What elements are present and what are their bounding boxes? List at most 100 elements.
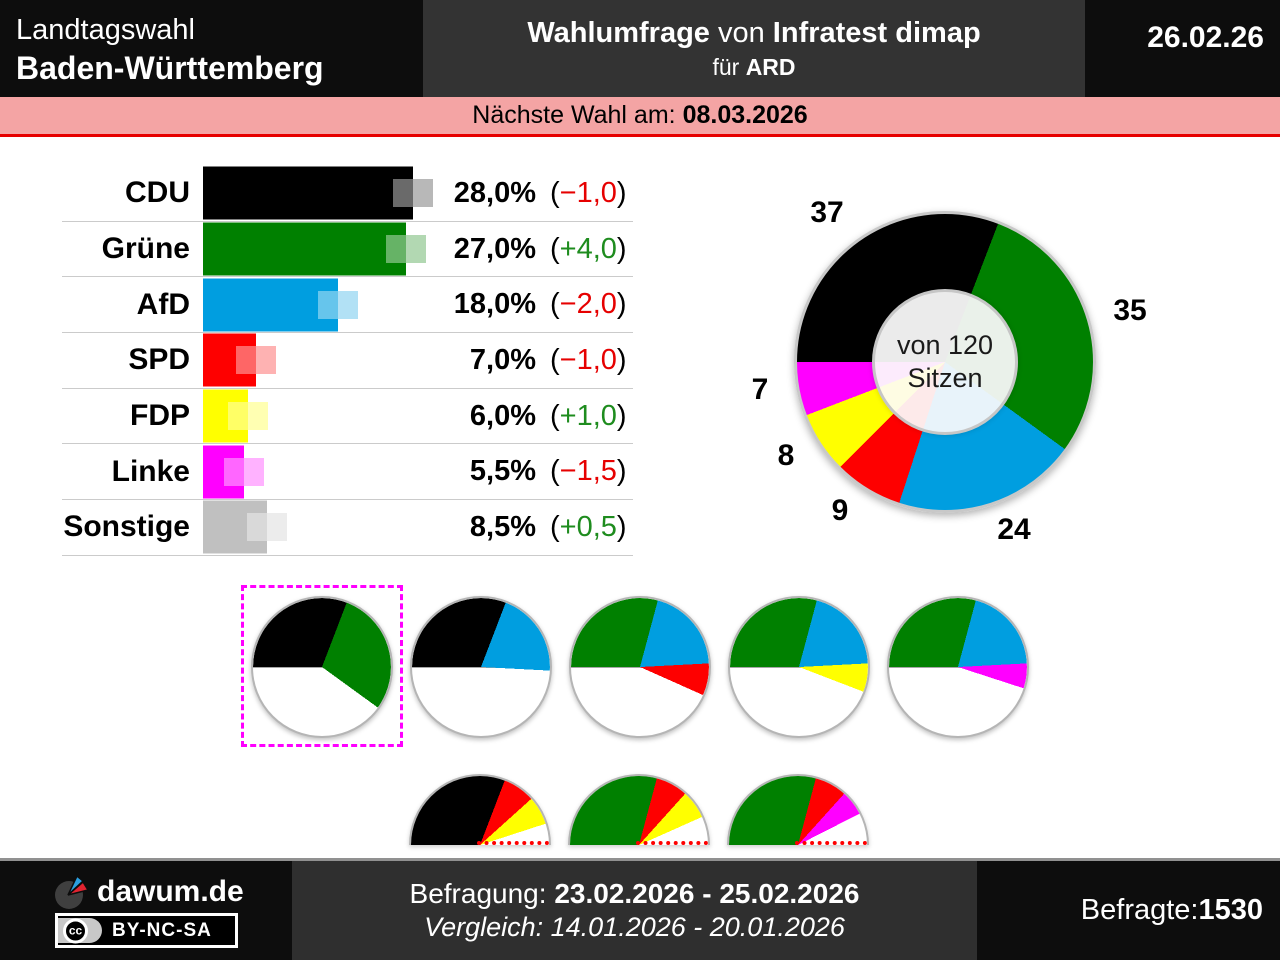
next-election-banner: Nächste Wahl am: 08.03.2026 <box>0 97 1280 137</box>
survey-source-line: Wahlumfrage von Infratest dimap <box>527 17 980 50</box>
coalition-pie-Grüne-AfD-SPD <box>569 596 711 738</box>
previous-value-marker-inner <box>246 513 267 542</box>
party-row: Grüne 27,0% (+4,0) <box>62 222 633 278</box>
party-name: Grüne <box>101 232 190 266</box>
missing-seats-dotted-line <box>795 841 867 845</box>
next-election-label: Nächste Wahl am: <box>472 101 683 129</box>
party-value: 8,5% <box>469 510 536 543</box>
coalition-slices <box>570 776 708 845</box>
missing-seats-dotted-line <box>477 841 549 845</box>
coalition-slices <box>253 598 391 736</box>
coalition-slices <box>730 598 868 736</box>
party-name: Linke <box>111 454 190 488</box>
comparison-period-line: Vergleich: 14.01.2026 - 20.01.2026 <box>424 912 845 942</box>
cc-license-text: BY-NC-SA <box>112 919 212 941</box>
majority-line <box>412 666 550 668</box>
footer: dawum.de cc BY-NC-SA Befragung: 23.02.20… <box>0 858 1280 960</box>
brand: dawum.de <box>55 873 244 911</box>
seat-distribution-donut: von 120 Sitzen 37 35 24 9 8 7 <box>700 155 1280 585</box>
party-value: 6,0% <box>469 399 536 432</box>
minority-half-pie-CDU-SPD-FDP <box>409 774 551 845</box>
previous-value-marker-inner <box>318 290 338 319</box>
previous-value-marker-inner <box>235 346 256 375</box>
survey-source-connector: von <box>709 16 773 49</box>
party-bar-area <box>203 166 433 221</box>
party-value: 5,5% <box>469 455 536 488</box>
previous-value-marker-outer <box>244 457 265 486</box>
header-center: Wahlumfrage von Infratest dimap für ARD <box>423 0 1085 97</box>
missing-seats-dotted-line <box>636 841 708 845</box>
coalition-slices <box>571 598 709 736</box>
party-value: 28,0% <box>453 176 536 209</box>
previous-value-marker-inner <box>224 457 245 486</box>
brand-name: dawum.de <box>97 875 244 908</box>
party-value: 27,0% <box>453 232 536 265</box>
party-name: Sonstige <box>63 510 190 544</box>
majority-line <box>571 666 709 668</box>
previous-value-marker-inner <box>385 235 406 264</box>
previous-value-marker-outer <box>248 402 268 431</box>
survey-client-line: für ARD <box>712 54 795 81</box>
survey-type: Wahlumfrage <box>527 16 710 49</box>
party-bar <box>203 166 413 220</box>
cc-pill: cc <box>58 918 102 943</box>
survey-period-dates: 23.02.2026 - 25.02.2026 <box>554 878 860 909</box>
majority-line <box>253 666 391 668</box>
party-name: AfD <box>136 287 190 321</box>
election-title-line2: Baden-Württemberg <box>16 50 324 86</box>
coalition-pie-Grüne-AfD-Linke <box>887 596 1029 738</box>
donut-center-label: von 120 Sitzen <box>872 289 1018 435</box>
publication-date: 26.02.26 <box>1147 21 1264 54</box>
survey-period-label: Befragung: <box>409 878 555 909</box>
party-row: AfD 18,0% (−2,0) <box>62 277 633 334</box>
coalition-slices <box>889 598 1027 736</box>
coalition-pie-CDU-AfD <box>410 596 552 738</box>
donut-center-line2: Sitzen <box>907 363 983 393</box>
party-change: (+4,0) <box>550 232 627 265</box>
minority-half-pie-Grüne-SPD-Linke <box>727 774 869 845</box>
survey-period-line: Befragung: 23.02.2026 - 25.02.2026 <box>410 878 860 910</box>
election-title-line1: Landtagswahl <box>16 14 195 46</box>
party-row: Linke 5,5% (−1,5) <box>62 444 633 501</box>
selected-coalition-box <box>241 585 403 747</box>
respondents: Befragte: 1530 <box>977 861 1280 960</box>
party-value: 7,0% <box>469 343 536 376</box>
cc-license-badge: cc BY-NC-SA <box>55 913 238 948</box>
party-name: FDP <box>130 399 190 433</box>
previous-value-marker-outer <box>338 290 358 319</box>
donut-center-line1: von 120 <box>896 330 994 360</box>
party-bar-area <box>203 222 426 277</box>
party-bar-area <box>203 444 420 499</box>
survey-period: Befragung: 23.02.2026 - 25.02.2026 Vergl… <box>292 861 977 960</box>
party-name: CDU <box>125 176 190 210</box>
header: Landtagswahl Baden-Württemberg Wahlumfra… <box>0 0 1280 97</box>
seat-count-Linke: 7 <box>751 373 769 406</box>
party-change: (+0,5) <box>550 510 627 543</box>
election-title: Landtagswahl Baden-Württemberg <box>16 12 324 88</box>
coalition-pie-Grüne-AfD-FDP <box>728 596 870 738</box>
party-bar <box>203 222 406 276</box>
seat-count-SPD: 9 <box>831 494 849 527</box>
party-row: FDP 6,0% (+1,0) <box>62 389 633 445</box>
seat-count-CDU: 37 <box>810 196 844 229</box>
party-bar-area <box>203 333 420 388</box>
next-election-date: 08.03.2026 <box>682 101 808 129</box>
party-row: Sonstige 8,5% (+0,5) <box>62 500 633 556</box>
previous-value-marker-inner <box>228 402 248 431</box>
survey-client-prefix: für <box>712 53 746 80</box>
survey-institute: Infratest dimap <box>772 16 981 49</box>
coalition-pie-CDU-Grüne <box>251 596 393 738</box>
cc-icon: cc <box>63 918 88 943</box>
seat-count-FDP: 8 <box>777 439 795 472</box>
party-change: (−1,5) <box>550 455 627 488</box>
previous-value-marker-outer <box>405 235 426 264</box>
coalition-slices <box>411 776 549 845</box>
previous-value-marker-outer <box>266 513 287 542</box>
half-pie-baseline <box>729 843 798 845</box>
party-change: (−1,0) <box>550 176 627 209</box>
donut-chart: von 120 Sitzen <box>794 211 1096 513</box>
respondents-value: 1530 <box>1198 894 1263 926</box>
party-row: SPD 7,0% (−1,0) <box>62 333 633 389</box>
seat-count-AfD: 24 <box>997 513 1031 546</box>
